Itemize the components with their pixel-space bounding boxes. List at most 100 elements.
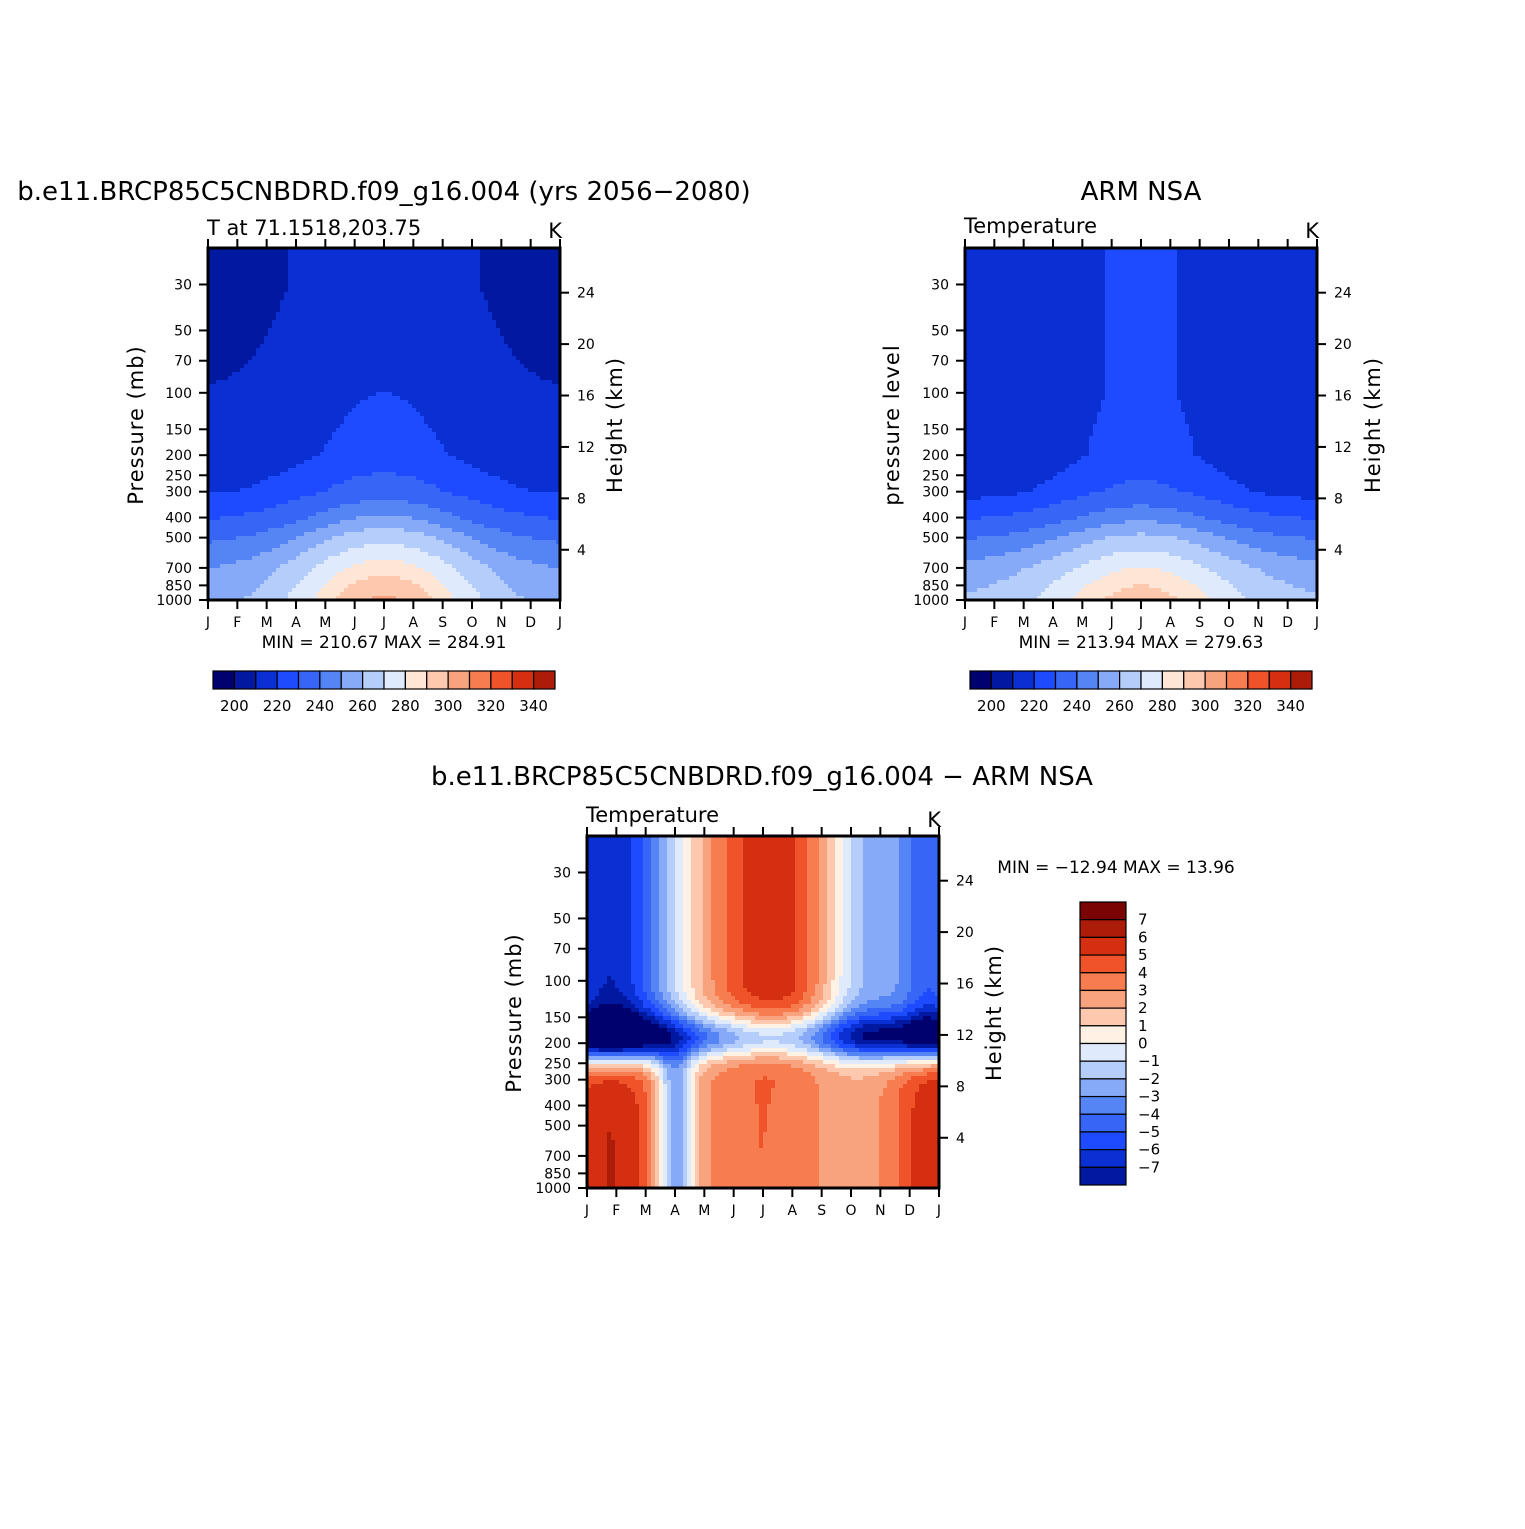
contour-cell [532,268,537,273]
contour-cell [268,376,273,381]
contour-cell [272,252,277,257]
contour-cell [456,412,461,417]
contour-cell [432,424,437,429]
contour-cell [228,416,233,421]
contour-cell [516,272,521,277]
contour-cell [468,332,473,337]
contour-cell [524,468,529,473]
contour-cell [384,444,389,449]
contour-cell [392,448,397,453]
contour-cell [232,364,237,369]
contour-cell [352,272,357,277]
contour-cell [552,412,557,417]
contour-cell [484,364,489,369]
contour-cell [428,396,433,401]
contour-cell [244,344,249,349]
contour-cell [332,332,337,337]
contour-cell [532,364,537,369]
contour-cell [220,304,225,309]
contour-cell [328,376,333,381]
contour-cell [216,416,221,421]
contour-cell [388,360,393,365]
contour-cell [424,452,429,457]
contour-cell [392,436,397,441]
contour-cell [224,368,229,373]
contour-cell [440,440,445,445]
contour-cell [388,332,393,337]
contour-cell [480,384,485,389]
contour-cell [380,332,385,337]
contour-cell [484,436,489,441]
contour-cell [360,436,365,441]
contour-cell [520,344,525,349]
contour-cell [552,276,557,281]
contour-cell [504,372,509,377]
contour-cell [328,428,333,433]
contour-cell [268,304,273,309]
contour-cell [452,392,457,397]
contour-cell [508,404,513,409]
contour-cell [308,356,313,361]
contour-cell [296,420,301,425]
contour-cell [324,404,329,409]
contour-cell [488,356,493,361]
contour-cell [340,340,345,345]
contour-cell [536,464,541,469]
contour-cell [236,396,241,401]
contour-cell [216,472,221,477]
contour-cell [544,344,549,349]
contour-cell [400,372,405,377]
contour-cell [416,328,421,333]
contour-cell [508,440,513,445]
contour-cell [552,452,557,457]
contour-cell [488,408,493,413]
contour-cell [404,312,409,317]
contour-cell [296,376,301,381]
contour-cell [364,444,369,449]
contour-cell [212,416,217,421]
contour-cell [476,268,481,273]
contour-cell [256,368,261,373]
contour-cell [500,352,505,357]
contour-cell [400,388,405,393]
contour-cell [336,336,341,341]
contour-cell [476,272,481,277]
contour-cell [432,264,437,269]
contour-cell [368,424,373,429]
contour-cell [308,364,313,369]
contour-cell [256,384,261,389]
contour-cell [400,316,405,321]
contour-cell [492,332,497,337]
contour-cell [328,420,333,425]
contour-cell [272,424,277,429]
contour-cell [256,428,261,433]
contour-cell [408,340,413,345]
contour-cell [348,272,353,277]
contour-cell [300,364,305,369]
contour-cell [492,340,497,345]
contour-cell [432,260,437,265]
contour-cell [272,360,277,365]
contour-cell [288,344,293,349]
contour-cell [228,396,233,401]
contour-cell [224,360,229,365]
contour-cell [552,344,557,349]
contour-cell [536,456,541,461]
contour-cell [224,296,229,301]
contour-cell [276,256,281,261]
contour-cell [248,340,253,345]
contour-cell [400,460,405,465]
contour-cell [540,468,545,473]
contour-cell [308,412,313,417]
contour-cell [312,260,317,265]
contour-cell [240,472,245,477]
contour-cell [392,456,397,461]
contour-cell [316,292,321,297]
contour-cell [376,468,381,473]
contour-cell [544,428,549,433]
contour-cell [348,412,353,417]
contour-cell [300,436,305,441]
contour-cell [252,424,257,429]
contour-cell [496,348,501,353]
contour-cell [288,392,293,397]
